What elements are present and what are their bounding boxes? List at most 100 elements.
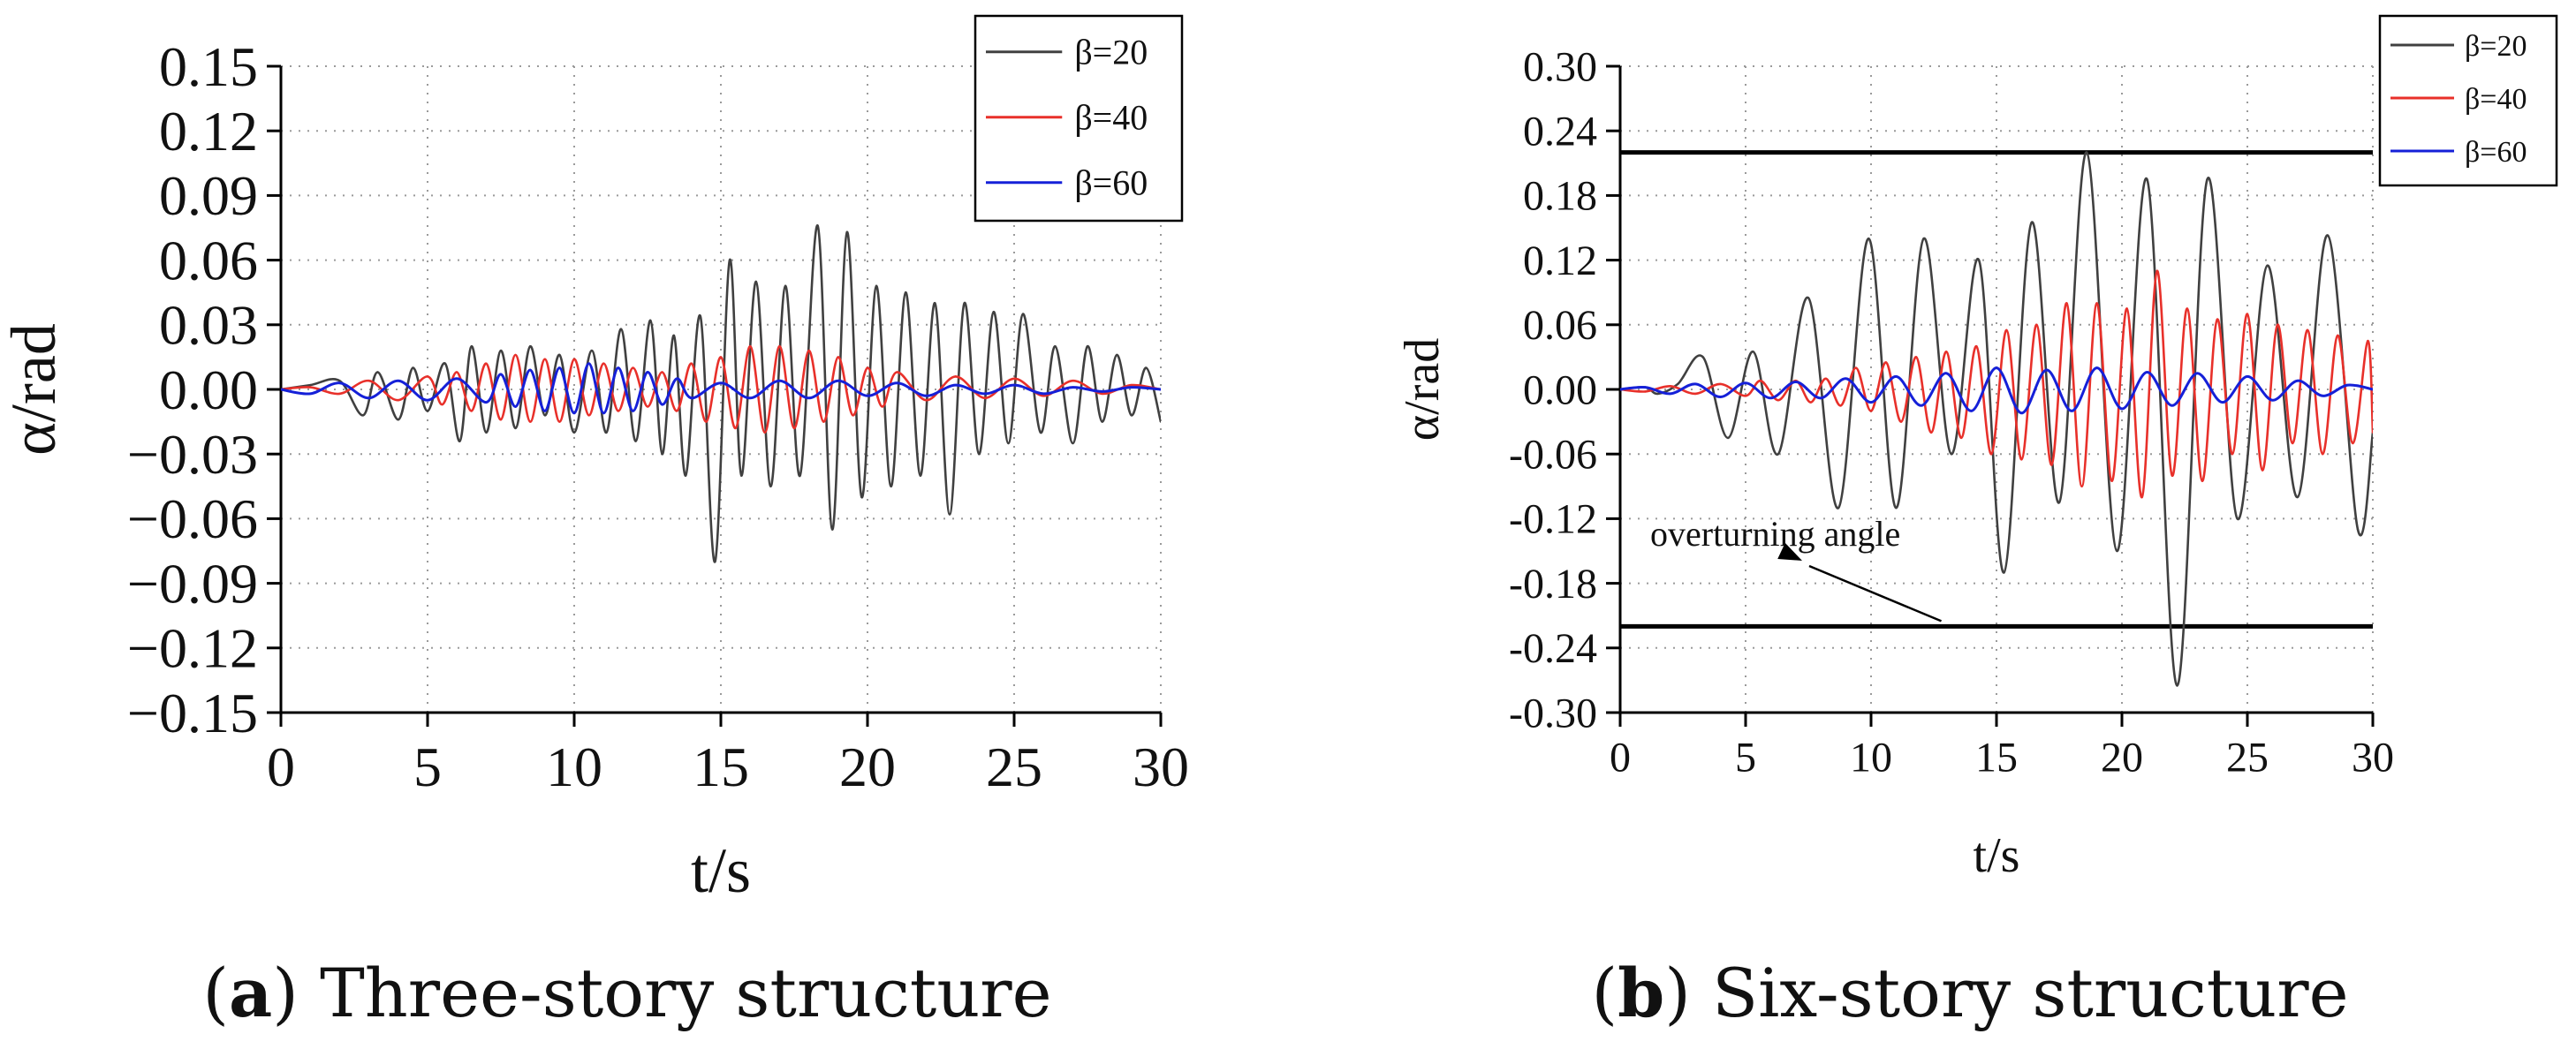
data-point xyxy=(763,431,766,434)
data-point xyxy=(649,319,652,322)
data-point xyxy=(2171,474,2173,477)
data-point xyxy=(719,356,723,358)
data-point xyxy=(558,366,561,369)
data-point xyxy=(2271,399,2274,402)
data-point xyxy=(1990,453,1993,456)
data-point xyxy=(1922,238,1925,240)
series-line-β=40 xyxy=(1620,269,2373,499)
data-point xyxy=(705,420,708,423)
y-tick-label: 0.00 xyxy=(1523,366,1597,413)
legend-label: β=20 xyxy=(2465,30,2527,63)
chart-three-story: 0.150.120.090.060.030.00−0.03−0.06−0.09−… xyxy=(0,14,1189,906)
data-point xyxy=(1007,441,1010,445)
data-point xyxy=(2146,371,2148,374)
data-point xyxy=(2367,339,2369,343)
data-point xyxy=(934,302,936,305)
y-tick-label: -0.30 xyxy=(1509,690,1597,736)
data-point xyxy=(2246,313,2249,315)
x-tick-label: 25 xyxy=(986,736,1042,798)
data-point xyxy=(1929,431,1933,434)
data-point xyxy=(470,345,473,348)
data-point xyxy=(1759,380,1762,382)
data-point xyxy=(837,356,839,358)
data-point xyxy=(661,403,663,406)
series-group xyxy=(1620,151,2373,687)
data-point xyxy=(2276,323,2279,326)
legend-label: β=60 xyxy=(2465,136,2527,169)
data-point xyxy=(983,392,987,396)
data-point xyxy=(426,399,429,402)
caption-six-story: (b) Six-story structure xyxy=(1591,954,2349,1032)
data-point xyxy=(376,371,379,374)
data-point xyxy=(2146,177,2148,181)
data-point xyxy=(2095,302,2098,305)
data-point xyxy=(529,420,532,423)
y-tick-label: 0.12 xyxy=(159,100,258,162)
data-point xyxy=(845,230,848,234)
data-point xyxy=(514,426,517,430)
data-point xyxy=(1694,392,1697,396)
data-point xyxy=(2095,366,2098,369)
data-point xyxy=(499,418,503,421)
data-point xyxy=(754,280,758,283)
data-point xyxy=(1920,404,1922,407)
x-tick-label: 5 xyxy=(1735,734,1756,781)
data-point xyxy=(1644,390,1647,393)
data-point xyxy=(676,377,678,380)
legend: β=20 β=40 β=60 xyxy=(2378,14,2558,187)
data-point xyxy=(587,362,590,365)
data-point xyxy=(792,426,796,430)
data-point xyxy=(397,418,399,421)
data-point xyxy=(1086,345,1089,348)
data-point xyxy=(919,474,921,477)
data-point xyxy=(397,380,399,382)
data-point xyxy=(1744,381,1747,384)
data-point xyxy=(572,431,576,434)
data-point xyxy=(485,431,488,434)
data-point xyxy=(1945,372,1948,374)
data-point xyxy=(992,310,995,313)
data-point xyxy=(634,440,637,442)
legend-label: β=60 xyxy=(1074,163,1148,203)
legend: β=20 β=40 β=60 xyxy=(974,14,1184,223)
data-point xyxy=(543,358,546,361)
x-tick-label: 30 xyxy=(2352,734,2394,781)
data-point xyxy=(830,528,834,531)
data-point xyxy=(799,474,801,477)
data-point xyxy=(1159,388,1161,391)
data-point xyxy=(514,353,517,357)
data-point xyxy=(1809,401,1813,404)
y-axis-label: α/rad xyxy=(0,323,69,456)
data-point xyxy=(1159,420,1161,423)
data-point xyxy=(728,259,731,261)
data-point xyxy=(543,414,546,417)
data-point xyxy=(1839,404,1843,407)
x-tick-label: 10 xyxy=(1850,734,1892,781)
y-tick-label: −0.12 xyxy=(127,617,258,680)
data-point xyxy=(2322,453,2324,456)
data-point xyxy=(2171,404,2173,407)
data-point xyxy=(676,410,678,412)
data-point xyxy=(1995,366,1998,369)
data-point xyxy=(499,349,503,352)
data-point xyxy=(2080,485,2083,487)
data-point xyxy=(719,381,723,384)
data-point xyxy=(2296,495,2299,499)
data-point xyxy=(963,302,966,305)
data-point xyxy=(1021,313,1025,315)
data-point xyxy=(1895,507,1898,509)
data-point xyxy=(875,284,878,288)
y-tick-label: 0.00 xyxy=(159,358,258,421)
x-tick-label: 5 xyxy=(413,736,442,798)
data-point xyxy=(749,345,752,348)
data-point xyxy=(1726,436,1730,440)
data-point xyxy=(458,440,461,442)
data-point xyxy=(690,362,693,365)
data-point xyxy=(2266,264,2269,267)
x-tick-label: 30 xyxy=(1133,736,1189,798)
data-point xyxy=(925,395,928,397)
data-point xyxy=(684,474,687,477)
data-point xyxy=(2196,372,2199,374)
data-point xyxy=(1820,396,1822,399)
series-line-β=60 xyxy=(1620,366,2373,415)
